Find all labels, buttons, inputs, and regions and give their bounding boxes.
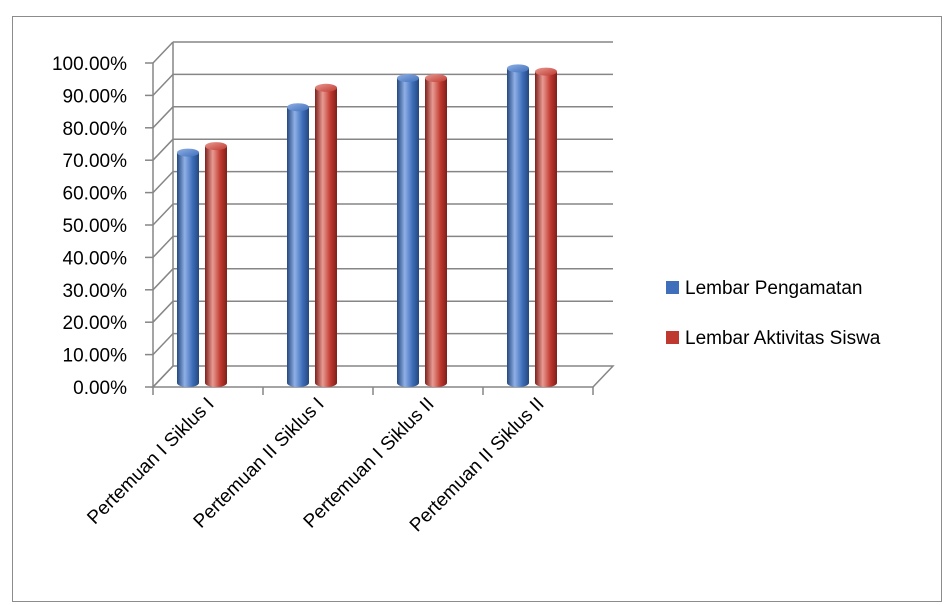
- grid-diagonal: [152, 171, 174, 194]
- legend-swatch: [666, 281, 679, 294]
- axes: [145, 42, 615, 395]
- grid-diagonal: [152, 300, 174, 323]
- y-tick-label: 60.00%: [63, 184, 128, 205]
- bar: [397, 74, 419, 387]
- bar-body: [535, 71, 557, 387]
- bar-body: [397, 78, 419, 387]
- grid-diagonal: [152, 268, 174, 291]
- grid-diagonal: [152, 106, 174, 129]
- legend-label: Lembar Aktivitas Siswa: [685, 328, 881, 349]
- bar: [425, 74, 447, 387]
- legend: Lembar Pengamatan Lembar Aktivitas Siswa: [666, 278, 881, 349]
- grid-diagonal: [152, 203, 174, 226]
- y-tick-label: 30.00%: [63, 281, 128, 302]
- bar-body: [177, 152, 199, 387]
- bar: [507, 64, 529, 387]
- bar-top: [535, 67, 557, 76]
- y-tick-labels: 0.00% 10.00% 20.00% 30.00% 40.00% 50.00% 60.00…: [52, 54, 127, 399]
- bar-body: [287, 107, 309, 387]
- y-tick-label: 100.00%: [52, 54, 127, 75]
- y-tick-label: 0.00%: [73, 378, 127, 399]
- grid-diagonal: [152, 138, 174, 161]
- y-tick-label: 80.00%: [63, 119, 128, 140]
- bar-body: [425, 78, 447, 387]
- grid-diagonal: [152, 73, 174, 96]
- y-tick-label: 20.00%: [63, 313, 128, 334]
- bar-top: [425, 74, 447, 83]
- bar-top: [507, 64, 529, 73]
- bar-body: [507, 68, 529, 387]
- bar: [535, 67, 557, 387]
- grid-diagonal: [152, 235, 174, 258]
- legend-swatch: [666, 331, 679, 344]
- bar: [205, 142, 227, 387]
- bar: [287, 103, 309, 387]
- bar-top: [205, 142, 227, 151]
- chart-floor: [151, 365, 615, 388]
- y-tick-label: 90.00%: [63, 86, 128, 107]
- y-tick-label: 50.00%: [63, 216, 128, 237]
- y-tick-label: 10.00%: [63, 346, 128, 367]
- bar: [177, 148, 199, 387]
- bar-top: [397, 74, 419, 83]
- bars: [177, 64, 557, 387]
- bar-top: [315, 83, 337, 92]
- bar-body: [315, 87, 337, 387]
- y-tick-label: 40.00%: [63, 248, 128, 269]
- grid-diagonal: [152, 333, 174, 356]
- y-tick-label: 70.00%: [63, 151, 128, 172]
- bar: [315, 83, 337, 387]
- bar-top: [287, 103, 309, 112]
- bar-top: [177, 148, 199, 157]
- bar-body: [205, 146, 227, 387]
- grid-diagonal: [152, 41, 174, 64]
- legend-label: Lembar Pengamatan: [685, 278, 862, 299]
